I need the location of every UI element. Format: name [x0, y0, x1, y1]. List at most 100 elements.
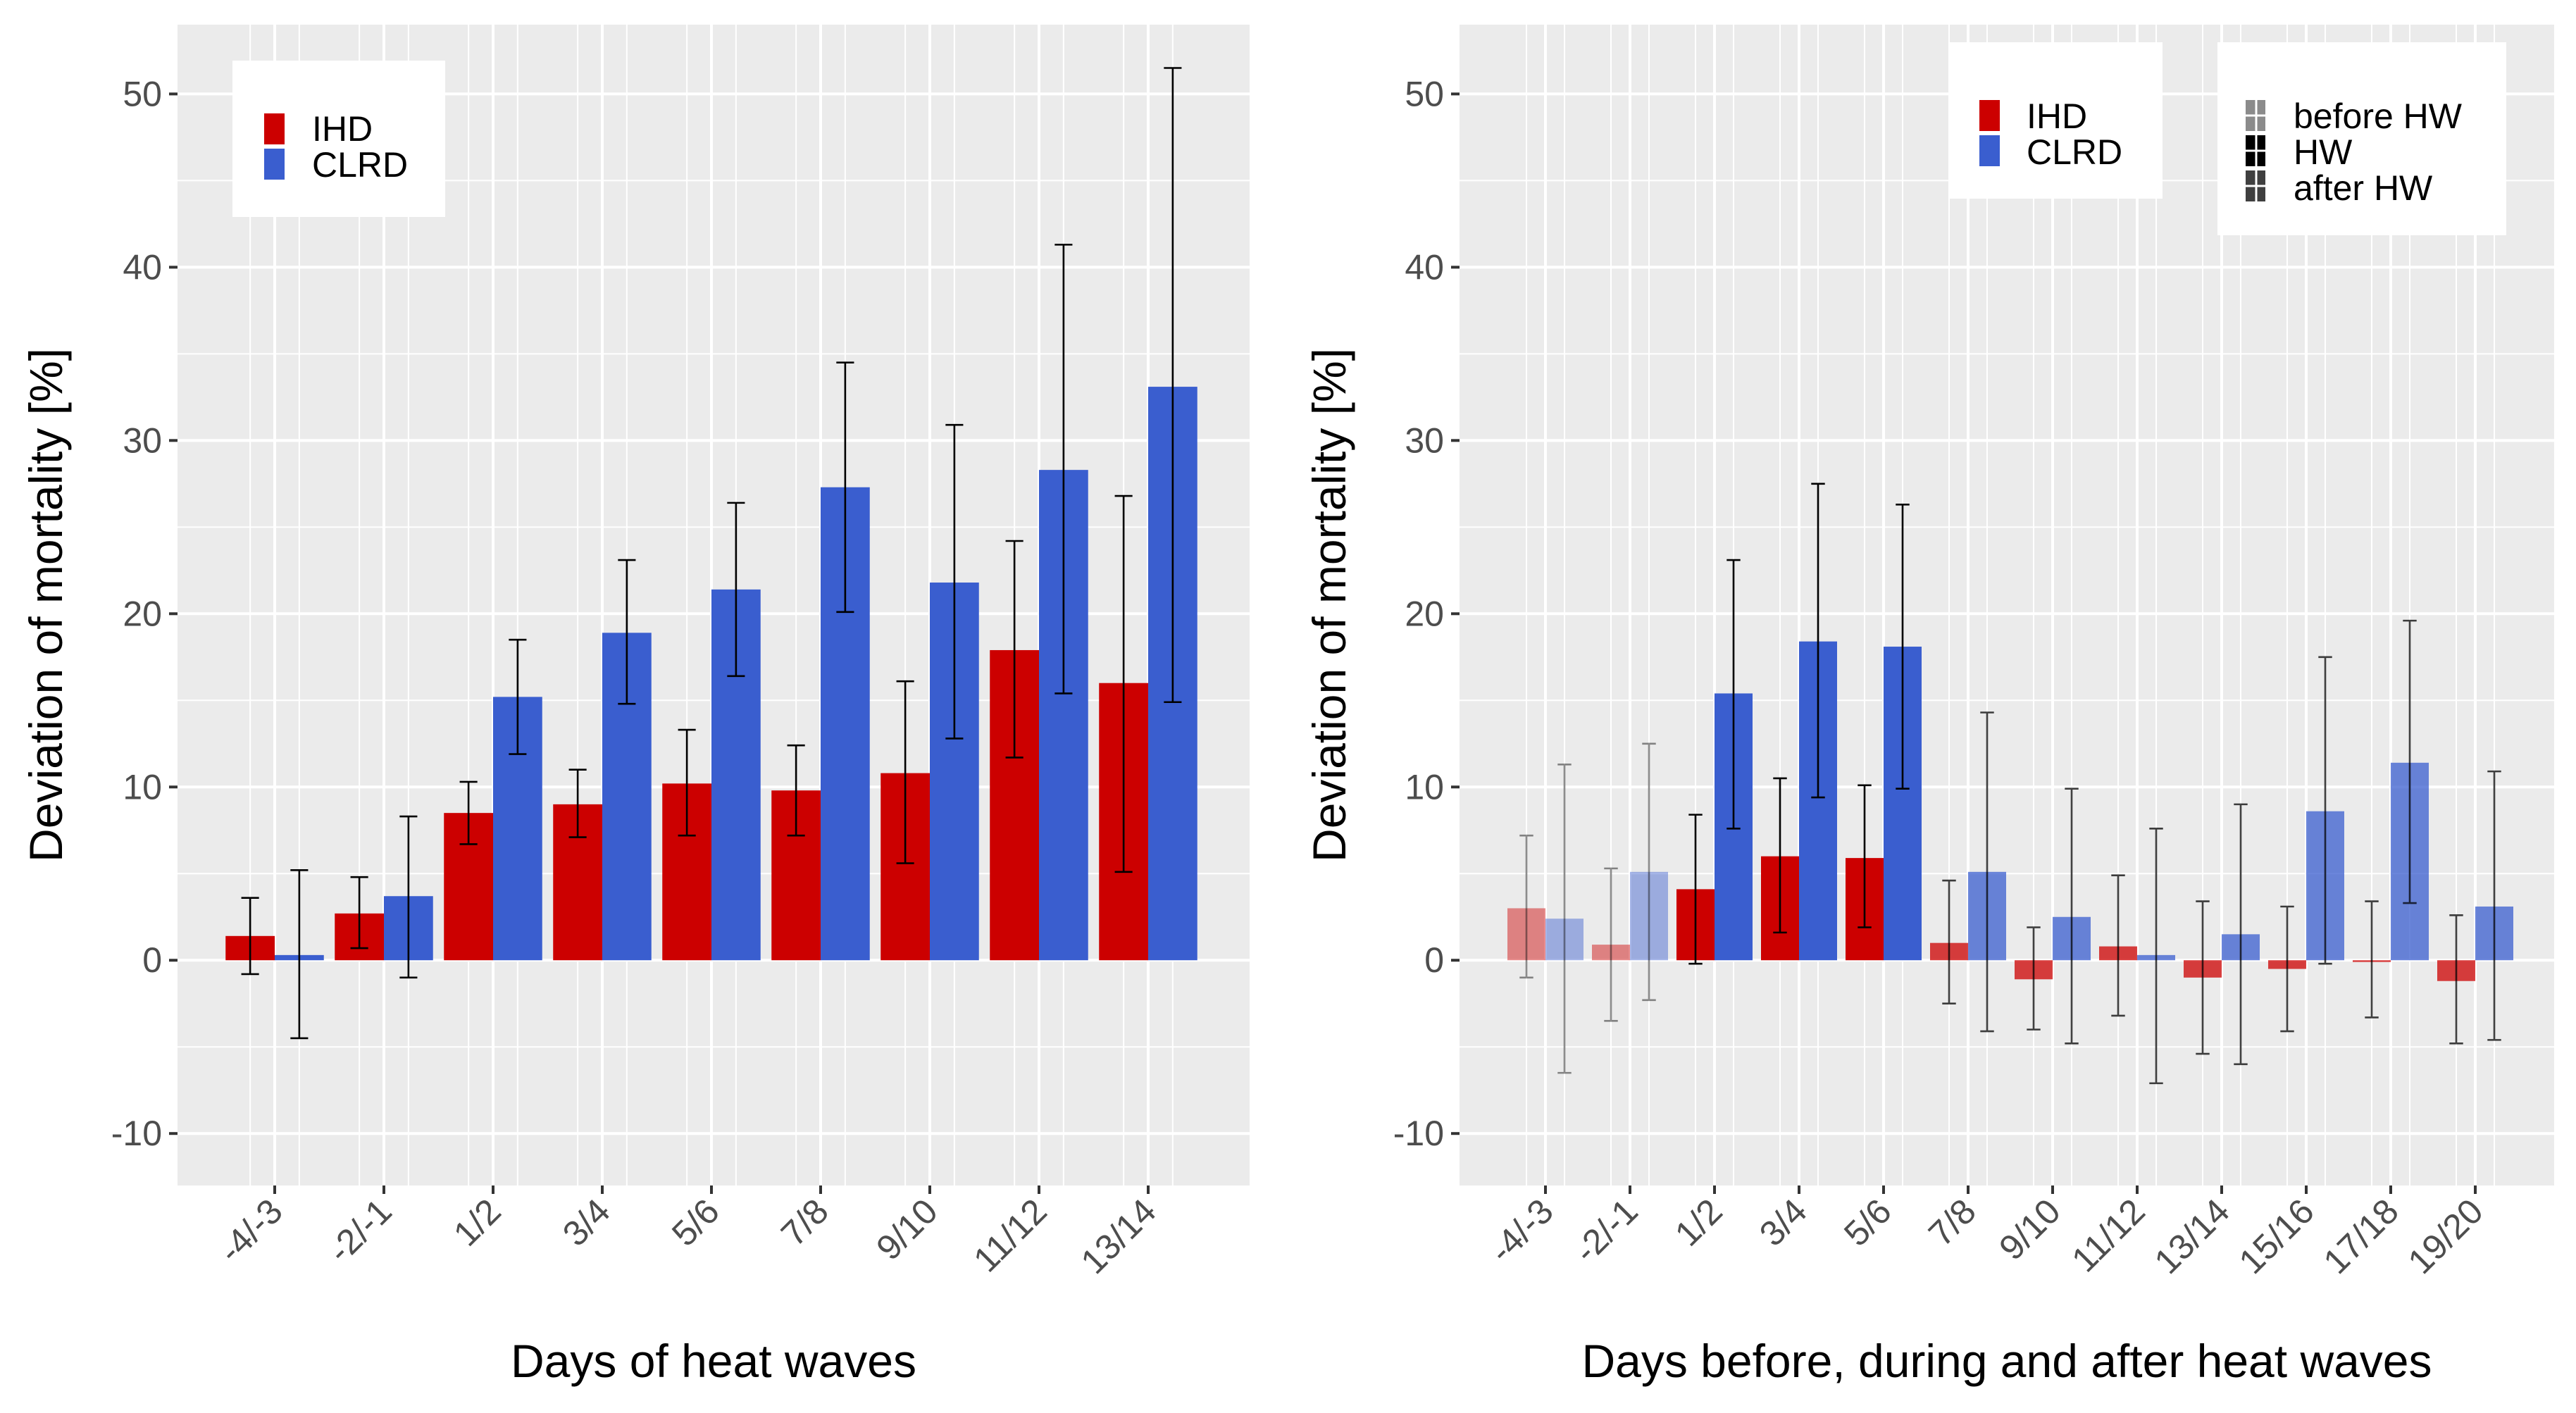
- left-errorbar-ihd-13_14: [1114, 494, 1133, 873]
- left-errorbar-ihd-_2_1: [350, 876, 368, 950]
- right-errorbar-ihd-5_6: [1858, 784, 1872, 928]
- alpha-key-before-hw: [2246, 100, 2265, 131]
- right-x-tick-label-17_18: 17/18: [2316, 1191, 2406, 1281]
- right-errorbar-ihd-13_14: [2196, 900, 2210, 1055]
- left-y-tick-label-10: 10: [123, 767, 162, 807]
- right-errorbar-ihd-11_12: [2111, 874, 2125, 1017]
- right-legend: IHD CLRD: [1950, 42, 2163, 199]
- left-x-tick-label-13_14: 13/14: [1074, 1191, 1164, 1281]
- alpha-legend-label-before-hw: before HW: [2294, 97, 2463, 136]
- left-x-tick-label-3_4: 3/4: [555, 1191, 618, 1254]
- right-legend-label-clrd: CLRD: [2027, 132, 2122, 172]
- left-y-tick-label-20: 20: [123, 594, 162, 633]
- right-error-bars: [1519, 483, 2501, 1085]
- right-x-tick-label-19_20: 19/20: [2401, 1191, 2491, 1281]
- right-errorbar-ihd-17_18: [2365, 900, 2379, 1019]
- left-error-bars: [241, 67, 1182, 1040]
- left-errorbar-clrd-9_10: [945, 423, 964, 740]
- right-x-tick-label-11_12: 11/12: [2064, 1191, 2152, 1279]
- left-y-tick-label-50: 50: [123, 74, 162, 113]
- right-errorbar-ihd-1_2: [1688, 814, 1703, 965]
- right-y-tick-label-40: 40: [1405, 247, 1444, 287]
- right-chart: -10 0 10 20 30 40 50 -4/-3 -2/-1 1/2 3/4 5/6 7/8 9/1…: [1303, 25, 2554, 1387]
- left-errorbar-ihd-1_2: [459, 780, 478, 845]
- right-x-tick-label-9_10: 9/10: [1991, 1191, 2067, 1267]
- right-errorbar-ihd-_2_1: [1604, 867, 1618, 1022]
- left-x-tick-label-_2_1: -2/-1: [320, 1191, 399, 1270]
- alpha-key-after-hw: [2246, 170, 2265, 201]
- left-x-axis-title: Days of heat waves: [511, 1335, 916, 1387]
- right-x-tick-label-_2_1: -2/-1: [1566, 1191, 1645, 1270]
- left-errorbar-ihd-5_6: [678, 728, 696, 837]
- left-legend-label-ihd: IHD: [312, 109, 373, 149]
- left-errorbar-ihd-7_8: [787, 744, 805, 837]
- right-x-axis-title: Days before, during and after heat waves: [1581, 1335, 2432, 1387]
- right-errorbar-clrd-13_14: [2234, 803, 2248, 1066]
- left-legend-key-clrd: [264, 149, 285, 180]
- right-x-tick-label-5_6: 5/6: [1836, 1191, 1899, 1254]
- left-y-axis: -10 0 10 20 30 40 50: [111, 74, 178, 1153]
- right-errorbar-clrd-19_20: [2487, 770, 2501, 1041]
- right-errorbar-clrd-5_6: [1896, 504, 1910, 790]
- right-bar-ihd-_4_3: [1507, 908, 1545, 961]
- right-errorbar-clrd-9_10: [2065, 788, 2079, 1045]
- right-errorbar-clrd-11_12: [2149, 828, 2163, 1085]
- alpha-key-hw: [2246, 135, 2265, 166]
- right-errorbar-clrd-17_18: [2403, 619, 2417, 904]
- right-y-axis-title: Deviation of mortality [%]: [1303, 348, 1355, 862]
- right-x-tick-label-1_2: 1/2: [1667, 1191, 1730, 1254]
- left-errorbar-clrd-_2_1: [399, 815, 418, 979]
- left-errorbar-clrd-7_8: [836, 361, 854, 614]
- right-x-tick-label-_4_3: -4/-3: [1481, 1191, 1560, 1270]
- right-y-tick-label-10: 10: [1405, 767, 1444, 807]
- left-legend-label-clrd: CLRD: [312, 145, 408, 185]
- right-legend-key-clrd: [1979, 135, 2000, 166]
- right-errorbar-ihd-7_8: [1942, 879, 1956, 1005]
- left-errorbar-clrd-13_14: [1164, 67, 1182, 704]
- left-x-tick-label-11_12: 11/12: [966, 1191, 1054, 1279]
- right-bar-ihd-_2_1: [1592, 945, 1630, 961]
- left-y-axis-title: Deviation of mortality [%]: [20, 348, 72, 862]
- left-errorbar-ihd-_4_3: [241, 897, 259, 976]
- alpha-legend-label-after-hw: after HW: [2294, 168, 2433, 208]
- right-bar-clrd-_2_1: [1630, 871, 1668, 961]
- right-x-tick-label-15_16: 15/16: [2232, 1191, 2322, 1281]
- left-errorbar-ihd-3_4: [568, 768, 587, 838]
- right-x-axis: -4/-3 -2/-1 1/2 3/4 5/6 7/8 9/1011/1213/1415/1…: [1481, 1185, 2491, 1281]
- right-errorbar-ihd-9_10: [2027, 926, 2041, 1031]
- left-y-tick-label-40: 40: [123, 247, 162, 287]
- left-errorbar-clrd-5_6: [727, 502, 745, 678]
- right-y-axis: -10 0 10 20 30 40 50: [1393, 74, 1460, 1153]
- left-chart: -10 0 10 20 30 40 50 -4/-3 -2/-1 1/2 3/4 5/6 7/8 9/1…: [20, 25, 1250, 1387]
- right-errorbar-clrd-15_16: [2318, 656, 2332, 965]
- left-legend: IHD CLRD: [232, 61, 445, 217]
- right-alpha-legend-box: [2217, 42, 2506, 235]
- left-errorbar-clrd-_4_3: [290, 869, 309, 1040]
- right-errorbar-ihd-_4_3: [1519, 834, 1533, 979]
- left-x-tick-label-1_2: 1/2: [446, 1191, 509, 1254]
- right-bar-clrd-_4_3: [1545, 919, 1583, 961]
- left-x-tick-label-7_8: 7/8: [773, 1191, 836, 1254]
- left-legend-key-ihd: [264, 113, 285, 144]
- left-errorbar-clrd-11_12: [1054, 244, 1073, 695]
- left-errorbar-clrd-3_4: [618, 559, 636, 705]
- right-legend-key-ihd: [1979, 100, 2000, 131]
- right-errorbar-clrd-3_4: [1811, 483, 1825, 799]
- left-y-tick-label-30: 30: [123, 421, 162, 460]
- right-errorbar-clrd-7_8: [1980, 711, 1994, 1033]
- left-x-tick-label-5_6: 5/6: [664, 1191, 727, 1254]
- right-y-tick-label-50: 50: [1405, 74, 1444, 113]
- right-alpha-legend: before HW HW after HW: [2217, 42, 2506, 235]
- right-errorbar-ihd-19_20: [2449, 914, 2463, 1045]
- right-x-tick-label-7_8: 7/8: [1921, 1191, 1984, 1254]
- right-x-tick-label-3_4: 3/4: [1752, 1191, 1815, 1254]
- left-errorbar-ihd-9_10: [896, 680, 914, 864]
- left-x-tick-label-_4_3: -4/-3: [211, 1191, 290, 1270]
- left-errorbar-ihd-11_12: [1005, 540, 1023, 759]
- right-errorbar-clrd-_4_3: [1557, 763, 1572, 1074]
- left-y-tick-label-_10: -10: [111, 1114, 162, 1153]
- right-legend-label-ihd: IHD: [2027, 97, 2087, 136]
- right-errorbar-clrd-1_2: [1726, 559, 1741, 830]
- left-x-axis: -4/-3 -2/-1 1/2 3/4 5/6 7/8 9/10 11/12 13/14: [211, 1185, 1164, 1281]
